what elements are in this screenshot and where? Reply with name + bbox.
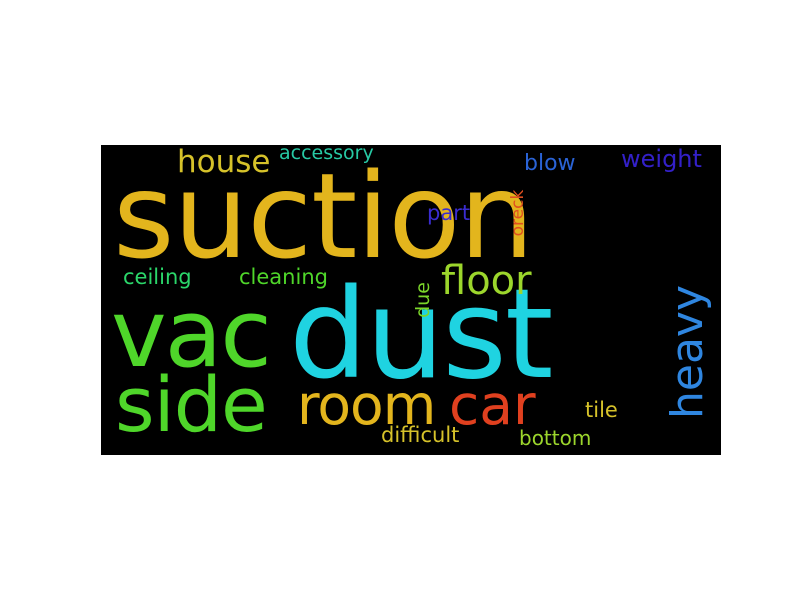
word-weight: weight: [621, 145, 702, 173]
word-cleaning: cleaning: [239, 265, 328, 289]
word-due: due: [412, 282, 434, 318]
word-difficult: difficult: [381, 423, 460, 447]
word-accessory: accessory: [279, 145, 374, 164]
word-car: car: [449, 373, 536, 437]
word-cloud-canvas: suction dust vac side room car floor hou…: [101, 145, 721, 455]
word-suction: suction: [113, 147, 534, 285]
word-part: part: [427, 201, 471, 225]
word-room: room: [297, 373, 436, 437]
word-vac: vac: [111, 280, 272, 389]
word-oreck: oreck: [508, 189, 528, 237]
word-floor: floor: [441, 258, 532, 304]
word-house: house: [177, 145, 271, 180]
word-blow: blow: [524, 151, 576, 176]
word-heavy: heavy: [662, 285, 713, 419]
word-tile: tile: [585, 398, 618, 422]
word-ceiling: ceiling: [123, 265, 192, 289]
word-bottom: bottom: [519, 426, 592, 450]
word-dust: dust: [289, 263, 554, 407]
word-side: side: [115, 360, 268, 449]
